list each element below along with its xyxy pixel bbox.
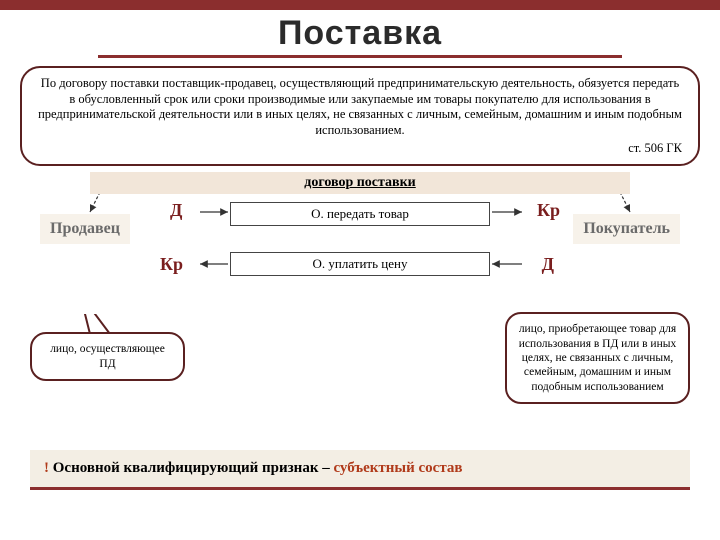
buyer-callout: лицо, приобретающее товар для использова… xyxy=(505,312,690,404)
definition-cite: ст. 506 ГК xyxy=(38,141,682,157)
seller-callout: лицо, осуществляющее ПД xyxy=(30,332,185,381)
creditor-label-1: Кр xyxy=(537,200,560,221)
footer-highlight: субъектный состав xyxy=(333,460,462,476)
creditor-label-2: Кр xyxy=(160,254,183,275)
obligation-transfer: О. передать товар xyxy=(230,202,490,226)
page-title: Поставка xyxy=(98,14,622,58)
callouts-area: лицо, осуществляющее ПД лицо, приобретаю… xyxy=(20,314,700,444)
top-accent-bar xyxy=(0,0,720,10)
debtor-label-1: Д xyxy=(170,200,182,221)
obligation-pay: О. уплатить цену xyxy=(230,252,490,276)
debtor-label-2: Д xyxy=(542,254,554,275)
contract-subtitle: договор поставки xyxy=(90,172,630,194)
buyer-label: Покупатель xyxy=(573,214,680,244)
seller-label: Продавец xyxy=(40,214,130,244)
footer-note: ! Основной квалифицирующий признак – суб… xyxy=(30,450,690,490)
definition-box: По договору поставки поставщик-продавец,… xyxy=(20,66,700,166)
definition-text: По договору поставки поставщик-продавец,… xyxy=(38,76,682,139)
title-bar: Поставка xyxy=(0,14,720,58)
footer-text: Основной квалифицирующий признак – xyxy=(49,460,333,476)
diagram-area: Продавец Покупатель Д Кр Кр Д О. передат… xyxy=(40,194,680,314)
